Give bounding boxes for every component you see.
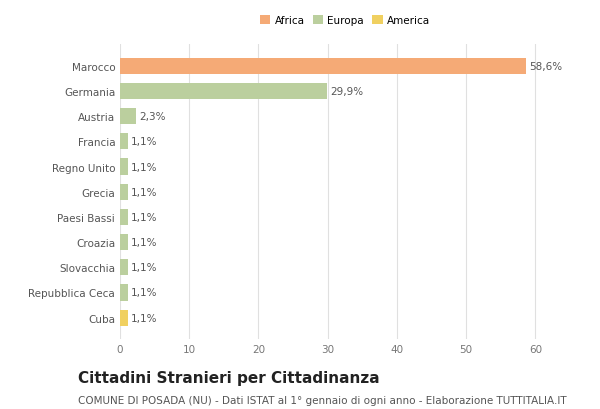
Text: 1,1%: 1,1% [131,212,158,222]
Text: 2,3%: 2,3% [139,112,166,122]
Text: 1,1%: 1,1% [131,313,158,323]
Bar [120,234,128,251]
Text: 1,1%: 1,1% [131,263,158,273]
Bar [120,58,526,75]
Text: 1,1%: 1,1% [131,187,158,197]
Legend: Africa, Europa, America: Africa, Europa, America [256,12,434,30]
Bar [120,259,128,276]
Bar [120,184,128,200]
Text: 1,1%: 1,1% [131,238,158,247]
Text: 1,1%: 1,1% [131,288,158,298]
Text: 1,1%: 1,1% [131,137,158,147]
Text: 29,9%: 29,9% [331,87,364,97]
Bar [120,310,128,326]
Bar [120,83,327,100]
Bar [120,209,128,225]
Bar [120,159,128,175]
Bar [120,285,128,301]
Text: COMUNE DI POSADA (NU) - Dati ISTAT al 1° gennaio di ogni anno - Elaborazione TUT: COMUNE DI POSADA (NU) - Dati ISTAT al 1°… [78,395,566,405]
Bar [120,134,128,150]
Text: 1,1%: 1,1% [131,162,158,172]
Bar [120,109,136,125]
Text: Cittadini Stranieri per Cittadinanza: Cittadini Stranieri per Cittadinanza [78,370,380,385]
Text: 58,6%: 58,6% [529,62,562,72]
